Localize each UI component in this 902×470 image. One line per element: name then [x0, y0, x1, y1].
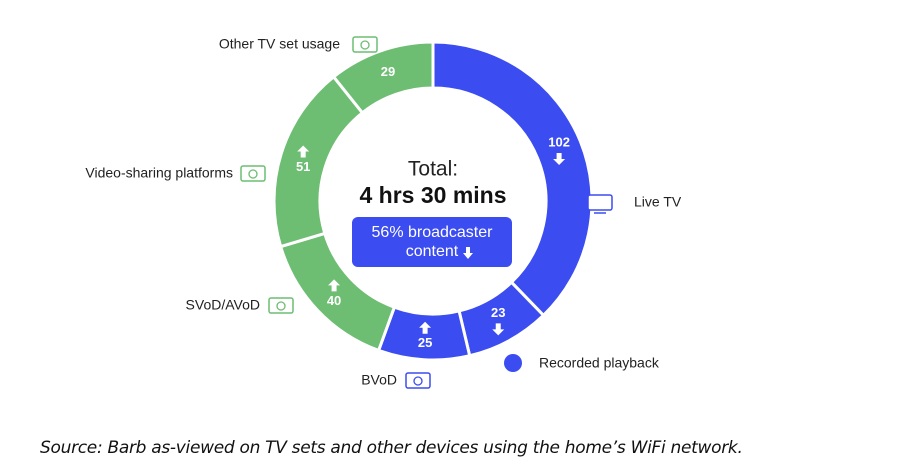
icon — [504, 354, 522, 372]
trend-arrow — [553, 153, 566, 166]
category-label: BVoD — [361, 372, 397, 388]
note-text: 56% broadcaster content — [371, 224, 493, 260]
category-label: SVoD/AVoD — [186, 297, 260, 313]
value-label: 51 — [296, 159, 310, 174]
icon-dot — [276, 301, 286, 311]
donut-segment — [431, 40, 594, 318]
trend-arrow — [328, 279, 341, 292]
icon — [352, 36, 378, 53]
category-label: Video-sharing platforms — [85, 165, 233, 181]
donut-segment — [331, 40, 435, 115]
note-arrow — [463, 247, 473, 259]
icon-dot — [413, 376, 423, 386]
value-label: 40 — [327, 293, 341, 308]
trend-arrow — [419, 321, 432, 334]
icon — [405, 372, 431, 389]
category-label: Other TV set usage — [219, 36, 340, 52]
note-box: 56% broadcaster content — [352, 217, 512, 267]
value-label: 25 — [418, 335, 432, 350]
category-label: Live TV — [634, 194, 682, 210]
icon — [268, 297, 294, 314]
icon-dot — [248, 169, 258, 179]
value-label: 29 — [381, 64, 395, 79]
trend-arrow — [297, 145, 310, 158]
icon-dot — [360, 40, 370, 50]
source: Source: Barb as-viewed on TV sets and ot… — [40, 438, 743, 458]
value-label: 23 — [491, 305, 505, 320]
icon — [240, 165, 266, 182]
icon — [587, 194, 613, 211]
total-label: Total: — [408, 158, 458, 181]
total-value: 4 hrs 30 mins — [359, 182, 506, 208]
category-label: Recorded playback — [539, 355, 660, 371]
donut-segment — [272, 74, 365, 249]
value-label: 102 — [548, 134, 570, 149]
trend-arrow — [492, 323, 505, 336]
